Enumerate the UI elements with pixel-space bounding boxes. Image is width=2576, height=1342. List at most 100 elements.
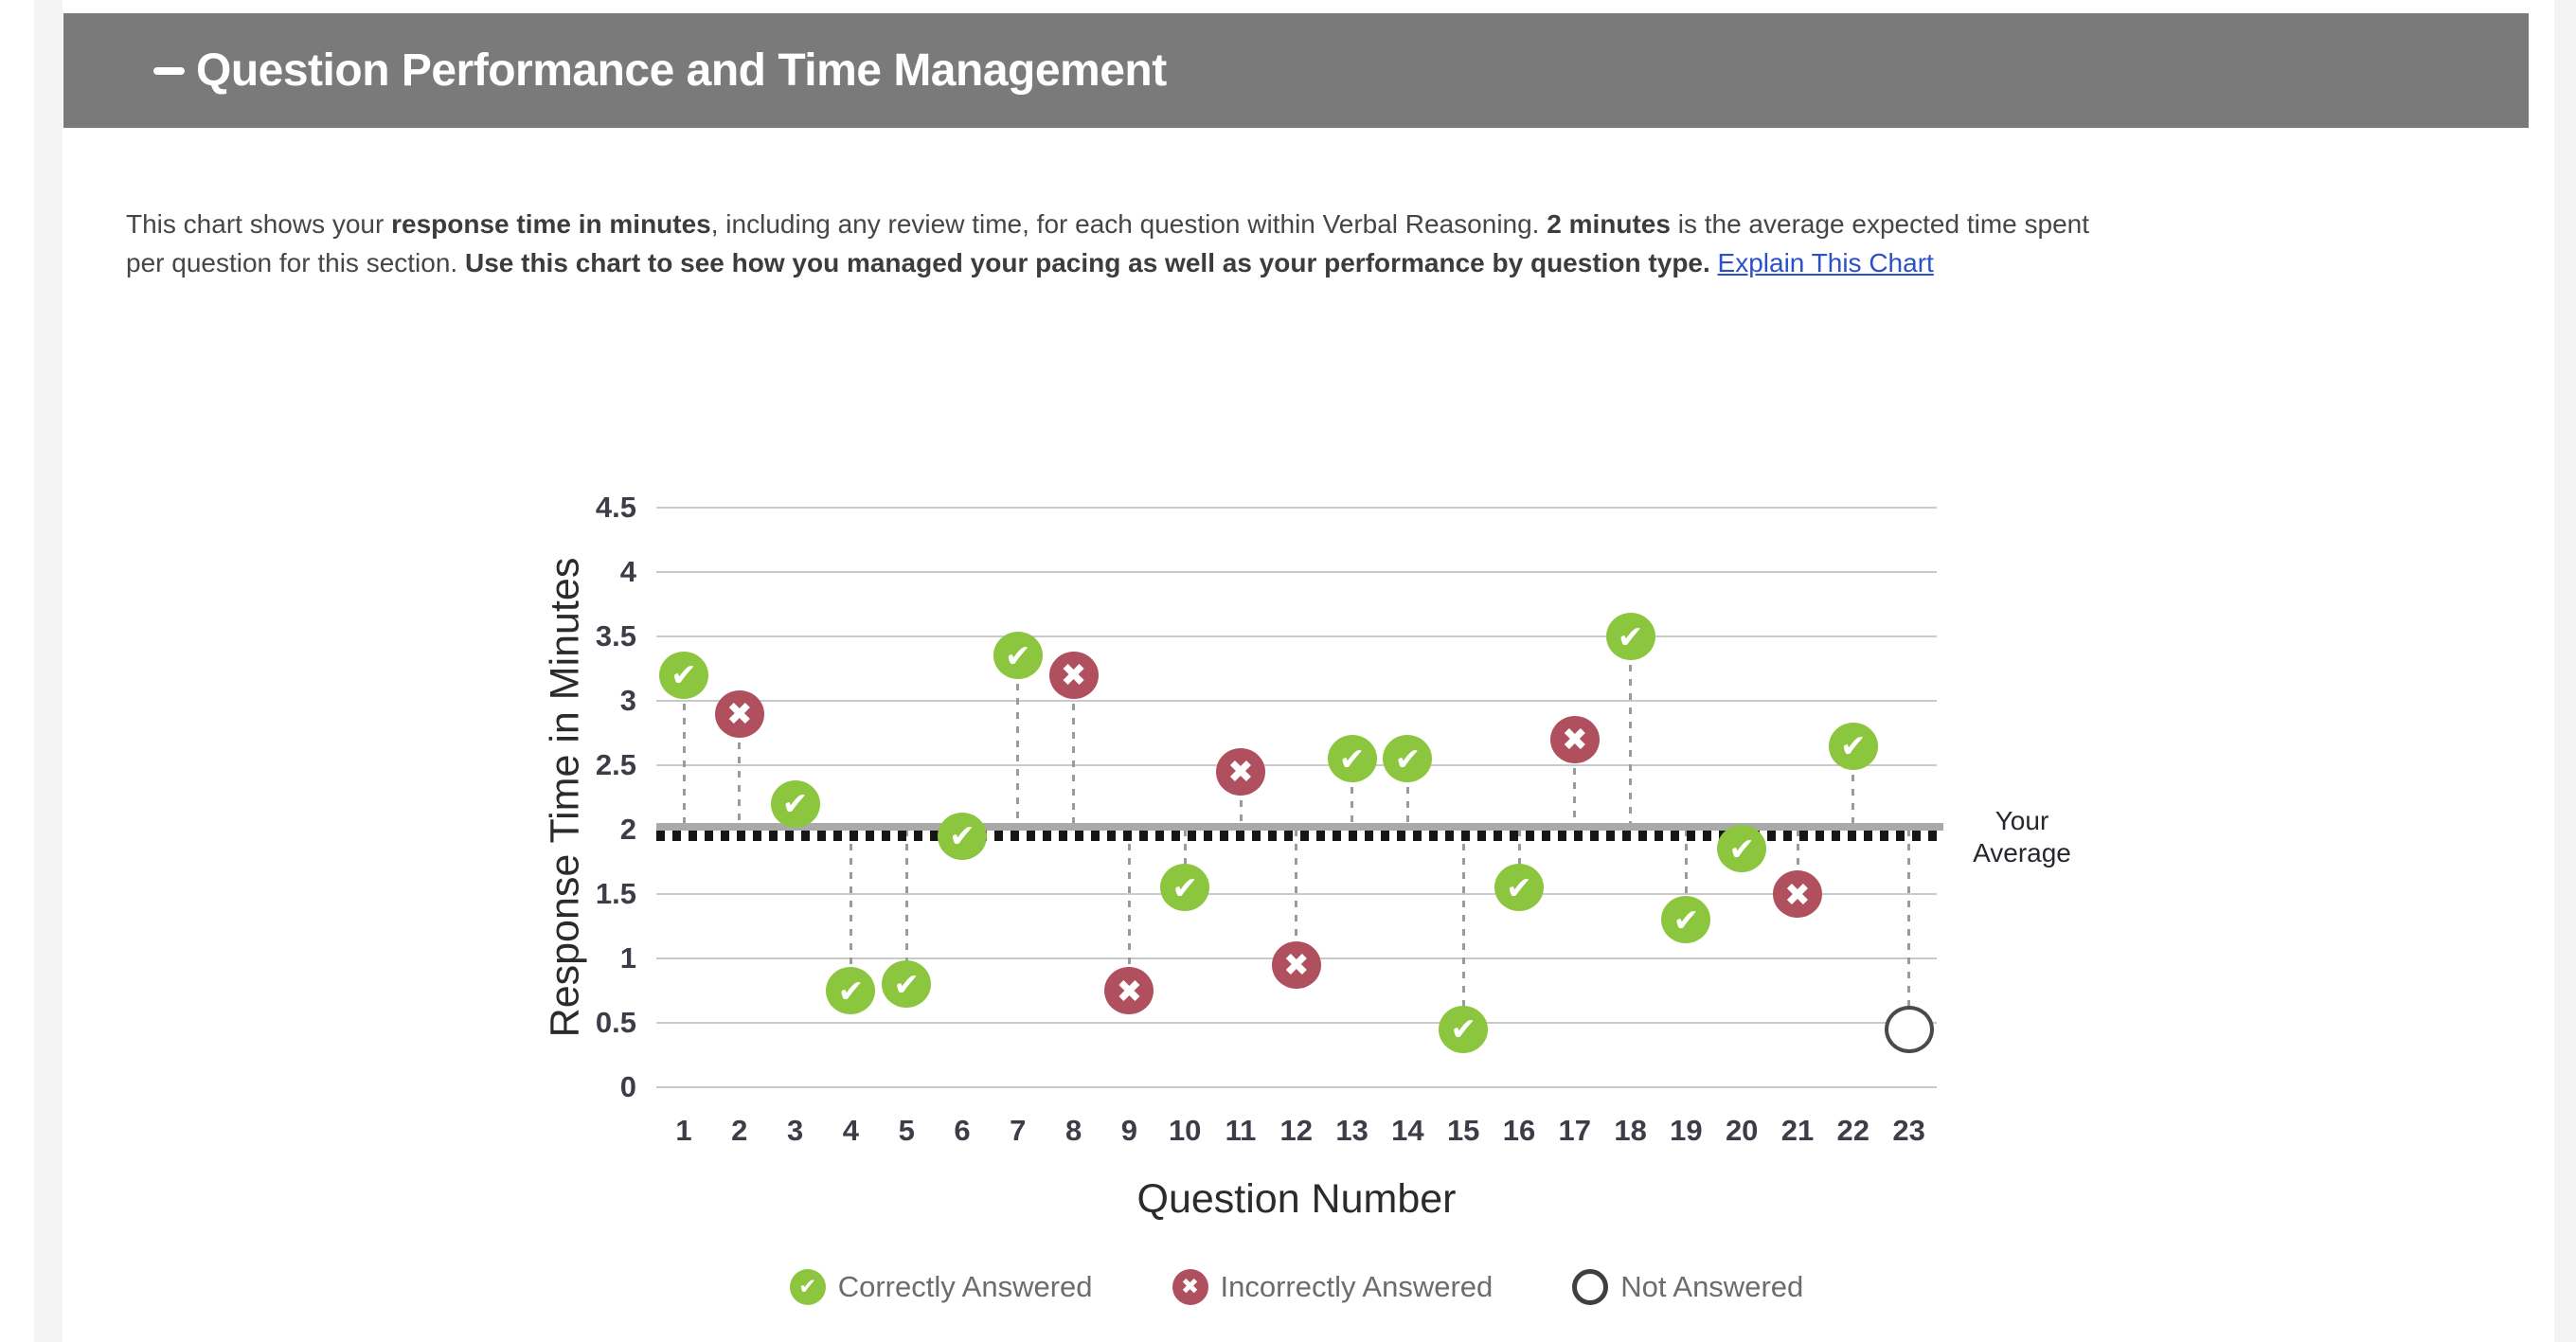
check-icon: ✔	[1394, 740, 1422, 778]
marker-q19-correct: ✔	[1661, 896, 1711, 944]
check-icon: ✔	[893, 965, 921, 1003]
section-title: Question Performance and Time Management	[196, 45, 1167, 96]
y-tick-label: 4	[619, 555, 636, 588]
y-tick-label: 2	[619, 813, 636, 846]
x-tick-label-23: 23	[1892, 1114, 1925, 1147]
stem-q15	[1461, 830, 1465, 1029]
gridline-3.5	[656, 635, 1937, 637]
description-bold-text: 2 minutes	[1547, 209, 1671, 239]
cross-icon: ✖	[725, 695, 753, 733]
x-tick-label-12: 12	[1279, 1114, 1314, 1147]
marker-q5-correct: ✔	[882, 960, 932, 1009]
cross-icon: ✖	[1116, 972, 1143, 1010]
stem-q19	[1684, 830, 1688, 921]
marker-q3-correct: ✔	[770, 779, 820, 828]
marker-q23-not_answered	[1884, 1005, 1934, 1053]
cross-icon: ✖	[1784, 875, 1811, 913]
marker-q13-correct: ✔	[1327, 735, 1377, 783]
x-tick-label-19: 19	[1670, 1114, 1703, 1147]
stem-q22	[1852, 745, 1855, 830]
gridline-4	[656, 571, 1937, 573]
cross-icon: ✖	[1282, 946, 1310, 984]
stem-q13	[1351, 759, 1354, 830]
legend-glyph: ✖	[1180, 1274, 1200, 1299]
check-icon: ✔	[1506, 868, 1532, 906]
x-tick-label-18: 18	[1614, 1114, 1647, 1147]
marker-q4-correct: ✔	[826, 967, 876, 1014]
y-tick-label: 1	[619, 941, 636, 975]
check-icon: ✔	[837, 972, 865, 1010]
y-tick-label: 3.5	[595, 619, 636, 653]
cross-icon: ✖	[1060, 656, 1087, 694]
average-line-dotted	[656, 831, 1943, 841]
stem-q17	[1573, 739, 1577, 830]
stem-q4	[849, 830, 852, 991]
x-tick-label-11: 11	[1225, 1114, 1257, 1147]
y-tick-label: 3	[619, 684, 636, 717]
gridline-4.5	[656, 507, 1937, 509]
stem-q1	[682, 674, 686, 830]
x-tick-label-14: 14	[1391, 1114, 1424, 1147]
x-tick-label-2: 2	[731, 1114, 748, 1147]
marker-q8-incorrect: ✖	[1048, 651, 1099, 699]
check-icon: ✔	[949, 817, 975, 855]
x-tick-label-10: 10	[1168, 1114, 1202, 1147]
description-text: per question for this section.	[126, 248, 465, 277]
marker-q7-correct: ✔	[993, 632, 1043, 680]
gridline-0.5	[656, 1022, 1937, 1024]
average-line-label: Your Average	[1973, 806, 2071, 868]
description-text: is the average expected time spent	[1670, 209, 2089, 239]
average-line-solid	[656, 823, 1943, 831]
gridline-0	[656, 1086, 1937, 1088]
legend-label: Incorrectly Answered	[1220, 1270, 1494, 1303]
x-tick-label-15: 15	[1446, 1114, 1480, 1147]
stem-q18	[1629, 636, 1633, 830]
legend-glyph: ✔	[798, 1274, 817, 1299]
check-icon: ✔	[671, 656, 697, 694]
explain-this-chart-link[interactable]: Explain This Chart	[1717, 248, 1934, 277]
marker-q21-incorrect: ✖	[1773, 870, 1822, 918]
check-icon: ✔	[1728, 830, 1756, 868]
marker-q22-correct: ✔	[1828, 722, 1878, 770]
chart-legend: ✔ Correctly Answered ✖ Incorrectly Answered…	[656, 1269, 1937, 1305]
marker-q9-incorrect: ✖	[1104, 967, 1154, 1014]
marker-q14-correct: ✔	[1383, 735, 1433, 783]
stem-q8	[1072, 674, 1076, 830]
legend-label: Not Answered	[1620, 1270, 1804, 1303]
legend-cross-icon: ✖	[1172, 1269, 1208, 1305]
section-header-bar[interactable]: Question Performance and Time Management	[63, 13, 2529, 128]
y-tick-label: 0.5	[595, 1006, 636, 1039]
stem-q21	[1796, 830, 1799, 894]
x-tick-label-22: 22	[1836, 1114, 1870, 1147]
y-tick-label: 1.5	[595, 877, 636, 910]
x-tick-label-17: 17	[1558, 1114, 1592, 1147]
marker-q2-incorrect: ✖	[714, 689, 764, 738]
x-axis-title: Question Number	[1136, 1176, 1457, 1222]
stem-q11	[1239, 771, 1243, 830]
stem-q10	[1183, 830, 1187, 888]
stem-q7	[1016, 655, 1020, 830]
check-icon: ✔	[1004, 636, 1031, 674]
cross-icon: ✖	[1561, 721, 1588, 759]
description-text: This chart shows your	[126, 209, 392, 239]
x-tick-label-7: 7	[1010, 1114, 1027, 1147]
x-tick-label-3: 3	[786, 1114, 804, 1147]
stem-q14	[1405, 759, 1409, 830]
x-tick-label-16: 16	[1502, 1114, 1536, 1147]
x-tick-label-4: 4	[842, 1114, 860, 1147]
marker-q17-incorrect: ✖	[1549, 715, 1600, 763]
y-tick-label: 2.5	[595, 748, 636, 781]
marker-q1-correct: ✔	[659, 651, 708, 699]
legend-item-not_answered: Not Answered	[1572, 1269, 1803, 1305]
x-tick-label-9: 9	[1120, 1114, 1138, 1147]
check-icon: ✔	[1450, 1011, 1477, 1048]
marker-q11-incorrect: ✖	[1216, 747, 1265, 796]
description-bold-text: response time in minutes	[391, 209, 711, 239]
x-tick-label-6: 6	[954, 1114, 971, 1147]
cross-icon: ✖	[1227, 753, 1254, 791]
collapse-minus-icon[interactable]	[153, 67, 185, 75]
chart-description: This chart shows your response time in m…	[126, 205, 2484, 282]
x-tick-label-1: 1	[675, 1114, 692, 1147]
check-icon: ✔	[1839, 727, 1867, 765]
